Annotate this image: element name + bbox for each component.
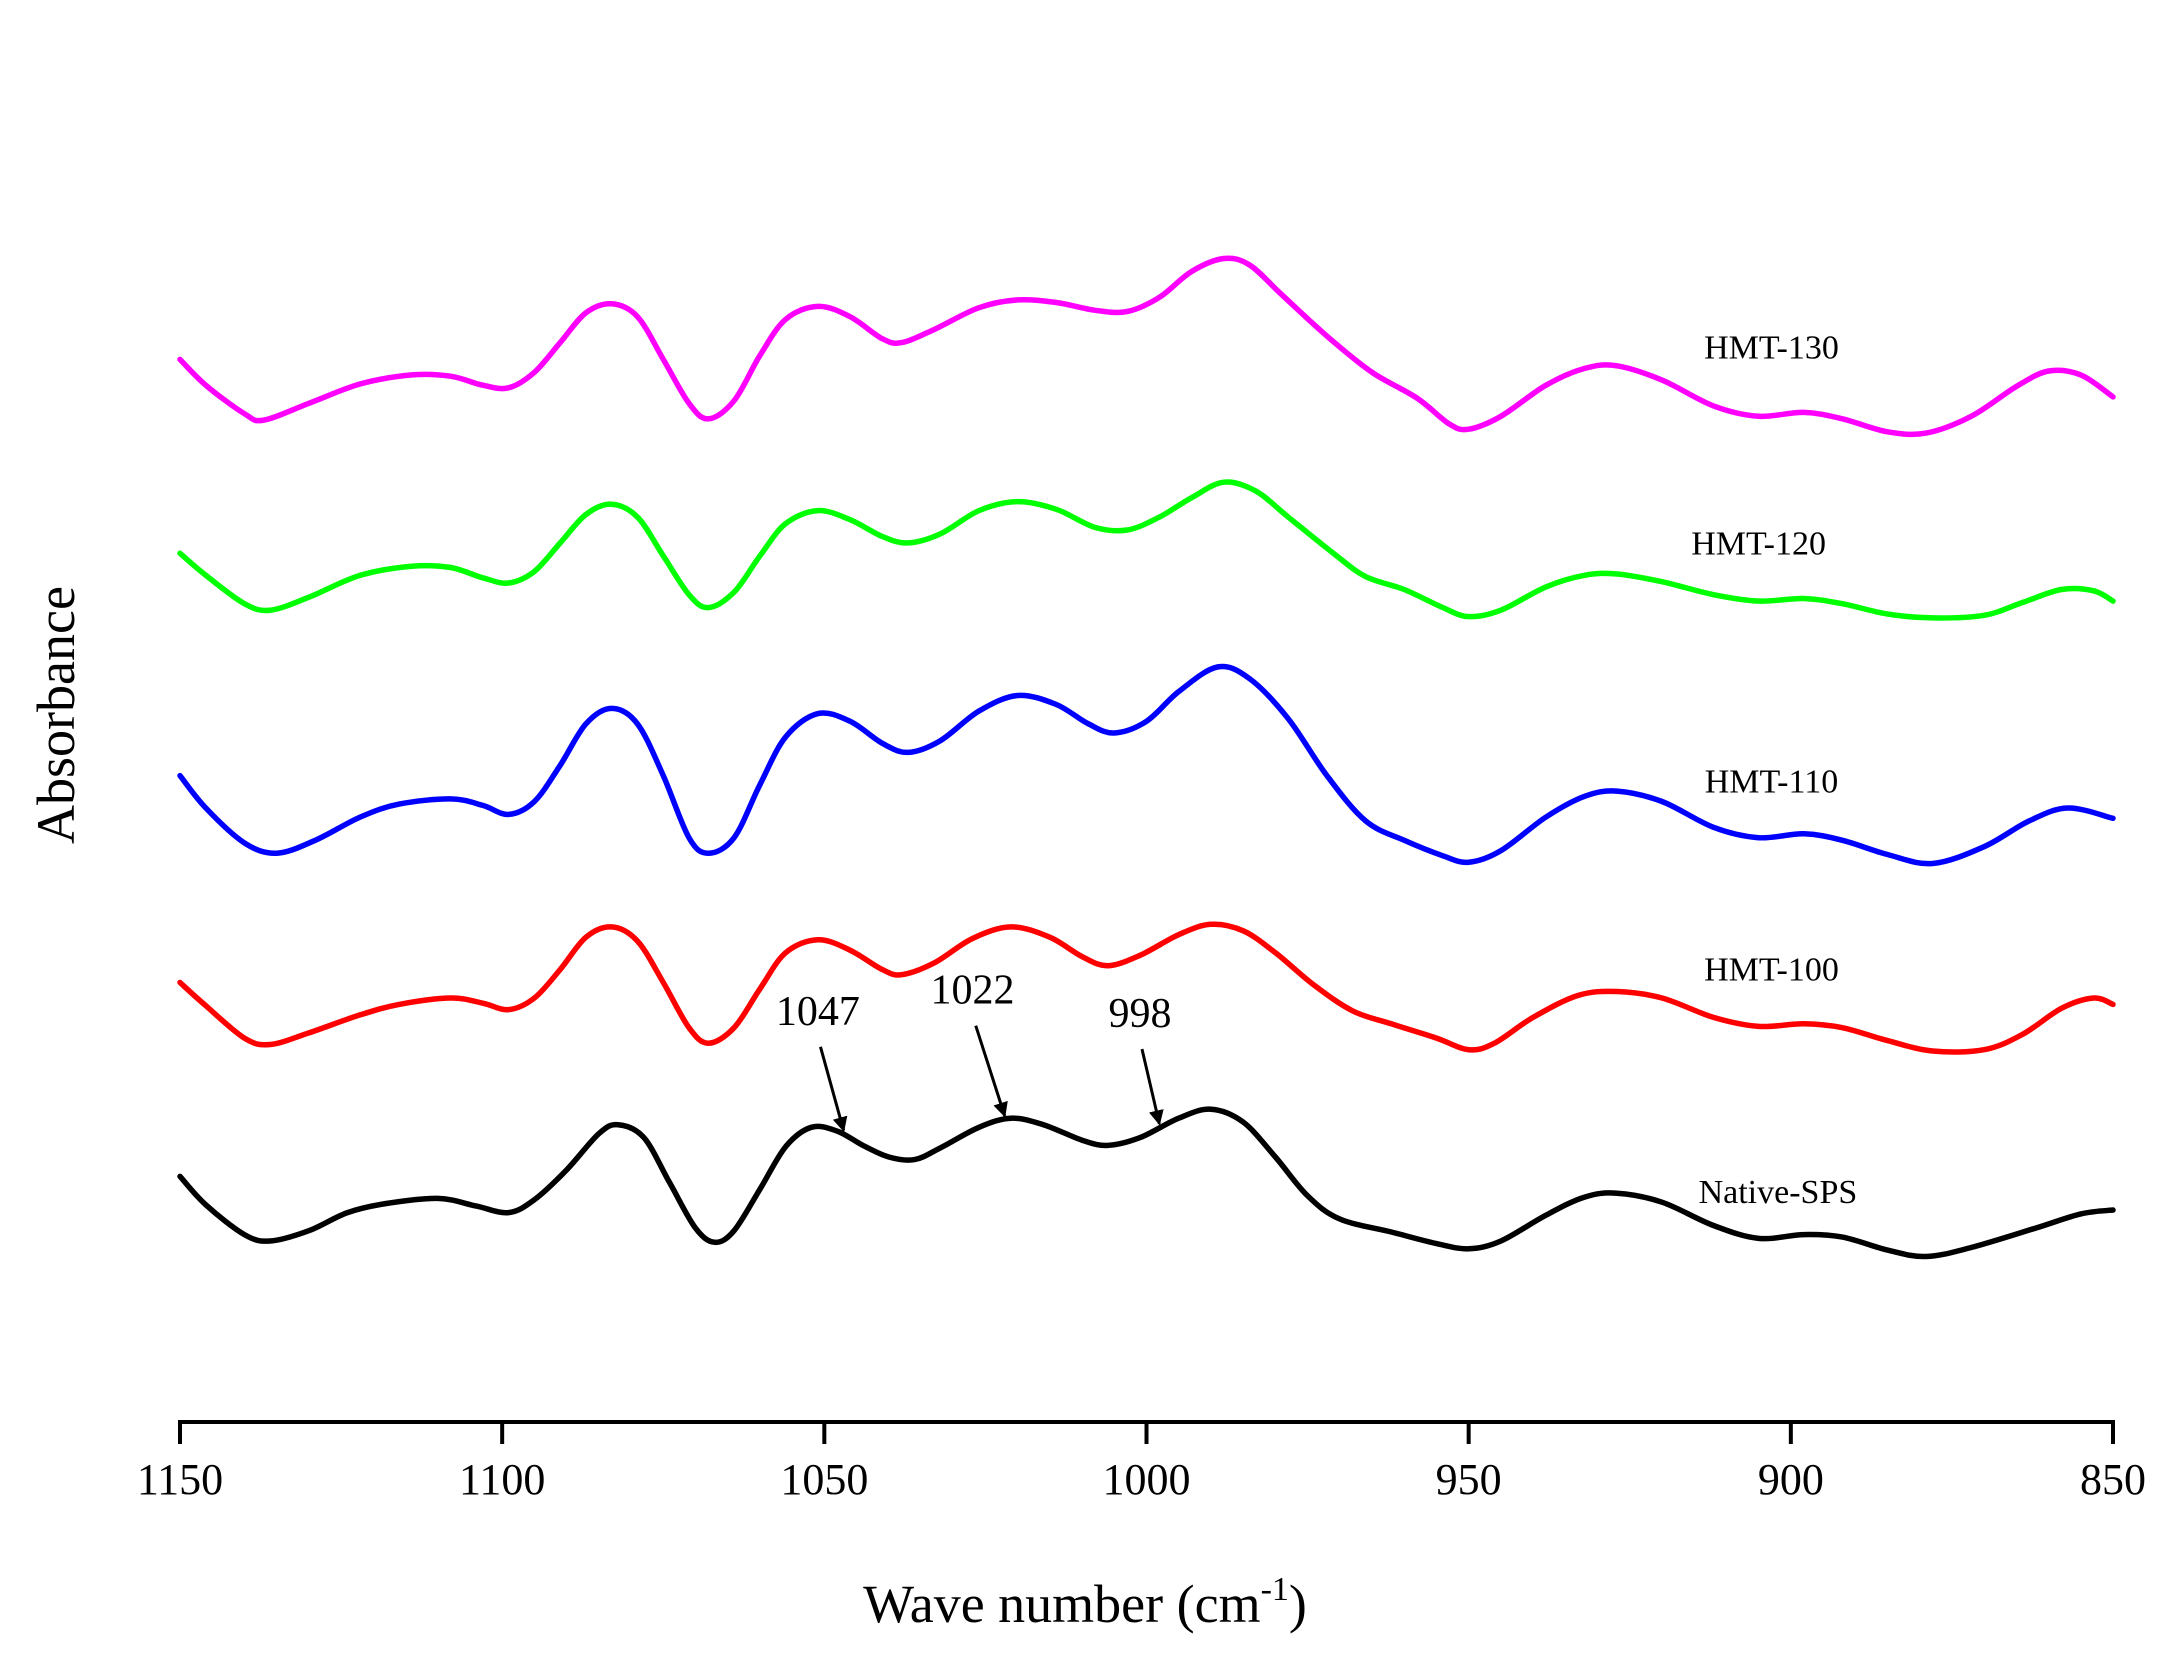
peak-label-998: 998 xyxy=(1109,991,1172,1037)
series-line-hmt-120 xyxy=(177,479,2116,621)
x-tick-label: 1050 xyxy=(780,1455,868,1504)
x-tick-label: 850 xyxy=(2080,1455,2146,1504)
series-line-native-sps xyxy=(177,1106,2116,1260)
x-tick-label: 900 xyxy=(1758,1455,1824,1504)
series-label-hmt-100: HMT-100 xyxy=(1704,951,1839,988)
series-label-native-sps: Native-SPS xyxy=(1699,1174,1858,1211)
series-label-hmt-130: HMT-130 xyxy=(1704,329,1839,366)
series-label-hmt-110: HMT-110 xyxy=(1705,764,1839,801)
series-line-hmt-110 xyxy=(177,663,2116,867)
series-line-hmt-100 xyxy=(177,921,2116,1055)
series-label-hmt-120: HMT-120 xyxy=(1691,526,1826,563)
x-axis-title-text: Wave number (cm xyxy=(863,1574,1261,1634)
x-tick-label: 1150 xyxy=(137,1455,223,1504)
peak-arrow-1047 xyxy=(819,1046,848,1133)
peak-arrow-998 xyxy=(1140,1048,1164,1126)
x-ticks: 1150 1100 1050 1000 950 900 850 xyxy=(137,1422,2146,1504)
series-line-hmt-130 xyxy=(177,255,2116,438)
x-tick-label: 1100 xyxy=(459,1455,545,1504)
peak-annotations: 1047 1022 998 xyxy=(776,968,1172,1133)
series-layer xyxy=(177,255,2116,1260)
y-axis-title: Absorbance xyxy=(26,586,86,844)
x-axis-title-superscript: -1 xyxy=(1261,1571,1289,1608)
x-axis: 1150 1100 1050 1000 950 900 850 xyxy=(137,1420,2146,1504)
peak-label-1022: 1022 xyxy=(931,968,1015,1014)
x-axis-title: Wave number (cm-1) xyxy=(863,1571,1307,1634)
peak-arrow-1022 xyxy=(974,1025,1008,1118)
x-axis-title-close: ) xyxy=(1289,1574,1307,1634)
peak-label-1047: 1047 xyxy=(776,989,860,1035)
x-tick-label: 950 xyxy=(1436,1455,1502,1504)
x-tick-label: 1000 xyxy=(1103,1455,1191,1504)
series-labels: HMT-130 HMT-120 HMT-110 HMT-100 Native-SPS xyxy=(1691,329,1857,1211)
